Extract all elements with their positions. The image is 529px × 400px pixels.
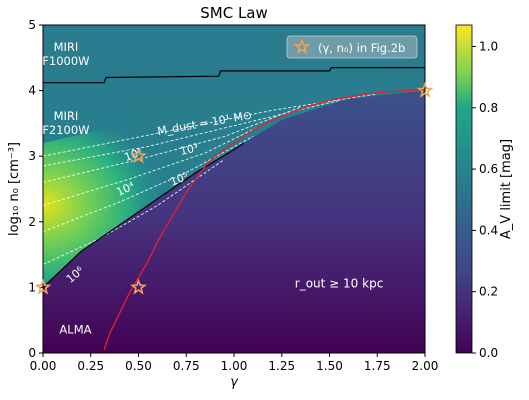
colorbar-tick-label: 0.4 [479,223,498,237]
legend-label: (γ, n₀) in Fig.2b [318,41,405,55]
star-markers [34,81,434,295]
dust-mass-contour [43,99,340,167]
region-label: MIRI [54,40,79,54]
star-marker [130,278,147,295]
x-axis-label: γ [230,375,239,390]
y-tick-label: 0 [28,346,36,360]
colorbar-tick-label: 0.0 [479,346,498,360]
colorbar-label: A_V limit [mag] [499,139,514,239]
contour-label: 10⁵ [168,170,190,189]
colorbar-ticks: 0.0 0.2 0.4 0.6 0.8 1.0 [472,39,498,360]
x-tick-label: 1.50 [316,359,343,373]
dust-mass-contour [43,159,225,265]
colorbar-tick-label: 0.8 [479,101,498,115]
star-marker [130,147,147,164]
rout-annotation: r_out ≥ 10 kpc [295,276,384,290]
heatmap [43,25,425,353]
dust-mass-contour [43,106,302,183]
x-tick-label: 2.00 [412,359,439,373]
y-tick-label: 4 [28,84,36,98]
contour-label: 10³ [179,141,200,158]
dust-mass-contour [43,119,273,206]
y-tick-label: 5 [28,18,36,32]
dust-mass-contour [43,136,254,233]
chart-title: SMC Law [200,4,268,22]
x-tick-label: 0.00 [30,359,57,373]
x-tick-label: 1.25 [268,359,295,373]
x-tick-label: 0.50 [125,359,152,373]
y-axis-ticks: 0 1 2 3 4 5 [28,18,43,360]
y-axis-label: log₁₀ n₀ [cm⁻³] [7,142,22,236]
x-tick-label: 1.00 [221,359,248,373]
x-tick-label: 0.25 [77,359,104,373]
legend-star-icon [293,38,311,55]
x-axis-ticks: 0.00 0.25 0.50 0.75 1.00 1.25 1.50 1.75 2.00 [30,353,439,373]
colorbar-tick-label: 1.0 [479,39,498,53]
y-tick-label: 3 [28,149,36,163]
star-marker [416,81,434,98]
star-marker [34,278,52,295]
miri-f2100w-boundary [43,142,244,288]
high-av-region [43,123,244,288]
colorbar-tick-label: 0.6 [479,162,498,176]
colorbar-tick-label: 0.2 [479,285,498,299]
region-label: MIRI [54,109,79,123]
y-tick-label: 2 [28,215,36,229]
region-label: ALMA [59,322,91,336]
rout-boundary [103,88,425,350]
legend: (γ, n₀) in Fig.2b [286,35,418,59]
miri-f1000w-boundary [43,67,425,84]
y-tick-label: 1 [28,280,36,294]
colorbar [455,24,473,354]
x-tick-label: 0.75 [173,359,200,373]
region-label: F2100W [42,123,89,137]
x-tick-label: 1.75 [364,359,391,373]
region-label: F1000W [42,54,89,68]
low-av-region [43,90,425,353]
